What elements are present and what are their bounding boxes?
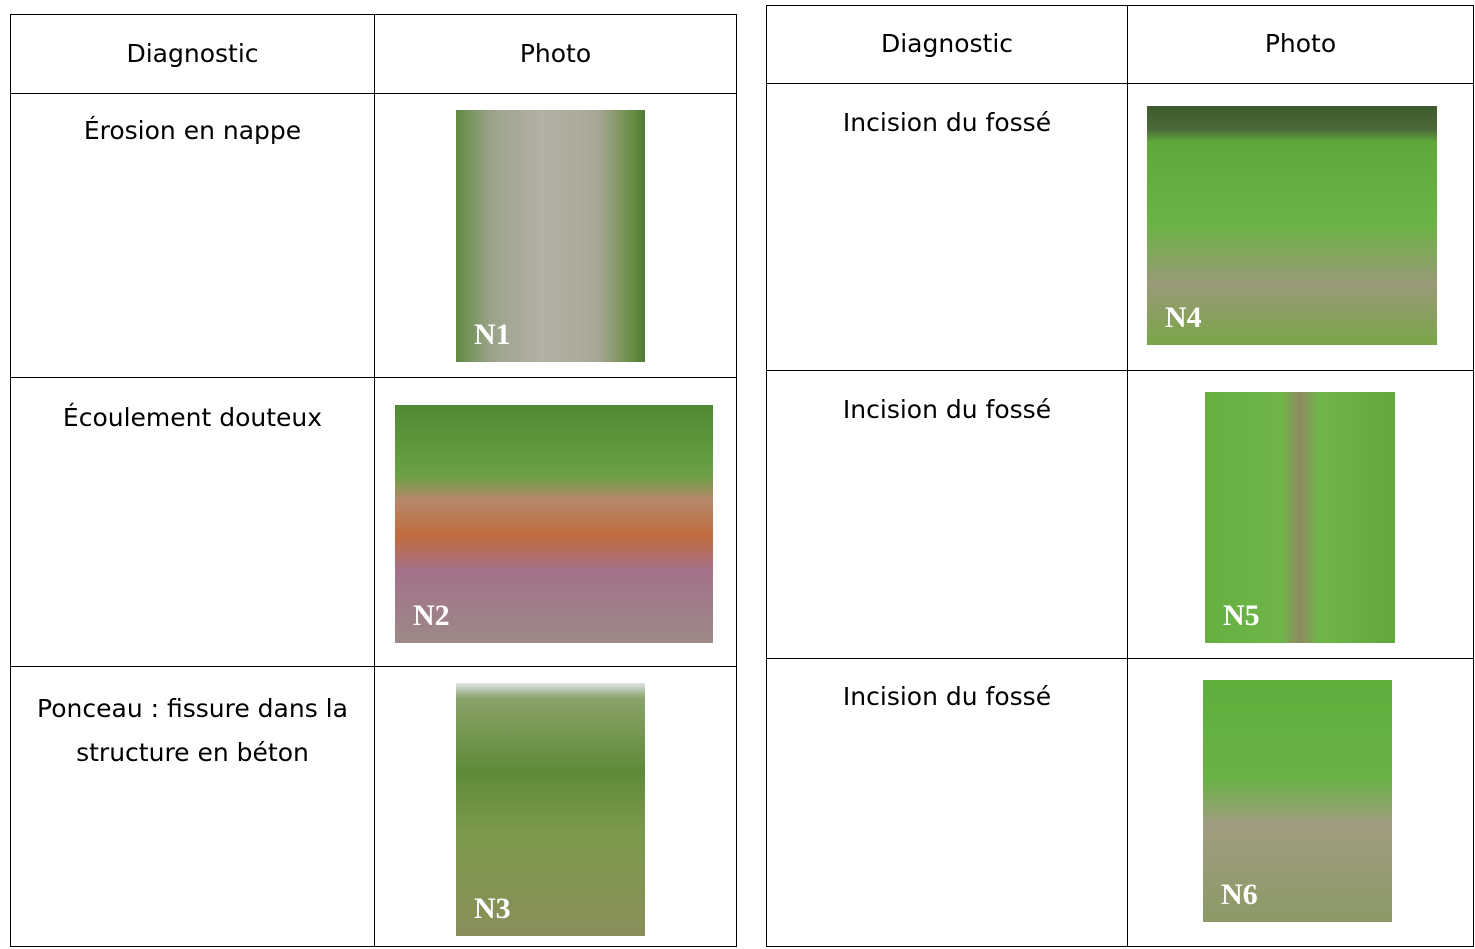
photo: N3	[456, 683, 645, 936]
header-cell: Photo	[1264, 29, 1337, 58]
photo: N6	[1203, 680, 1392, 922]
photo: N1	[456, 110, 645, 362]
header-cell: Diagnostic	[880, 29, 1014, 58]
photo: N4	[1147, 106, 1437, 345]
diagnostic: Incision du fossé	[842, 108, 1052, 137]
photo: N2	[395, 405, 713, 643]
row-border	[10, 377, 737, 667]
header-cell: Diagnostic	[126, 39, 259, 68]
diagnostic: Écoulement douteux	[62, 403, 323, 432]
col-border	[1127, 5, 1129, 947]
header-cell: Photo	[519, 39, 592, 68]
photo: N5	[1205, 392, 1395, 643]
diagnostic: Érosion en nappe	[83, 116, 302, 145]
row-border	[766, 5, 1474, 84]
photo-label: N4	[1165, 301, 1202, 334]
row-border	[10, 14, 737, 94]
photo-label: N3	[474, 892, 511, 925]
diagnostic: Incision du fossé	[842, 395, 1052, 424]
photo-label: N2	[413, 599, 450, 632]
row-border	[766, 370, 1474, 659]
diagnostic: Ponceau : fissure dans la structure en b…	[37, 694, 348, 767]
col-border	[374, 14, 376, 947]
photo-label: N6	[1221, 878, 1258, 911]
photo-label: N1	[474, 318, 511, 351]
diagnostic: Incision du fossé	[842, 682, 1052, 711]
photo-label: N5	[1223, 599, 1260, 632]
